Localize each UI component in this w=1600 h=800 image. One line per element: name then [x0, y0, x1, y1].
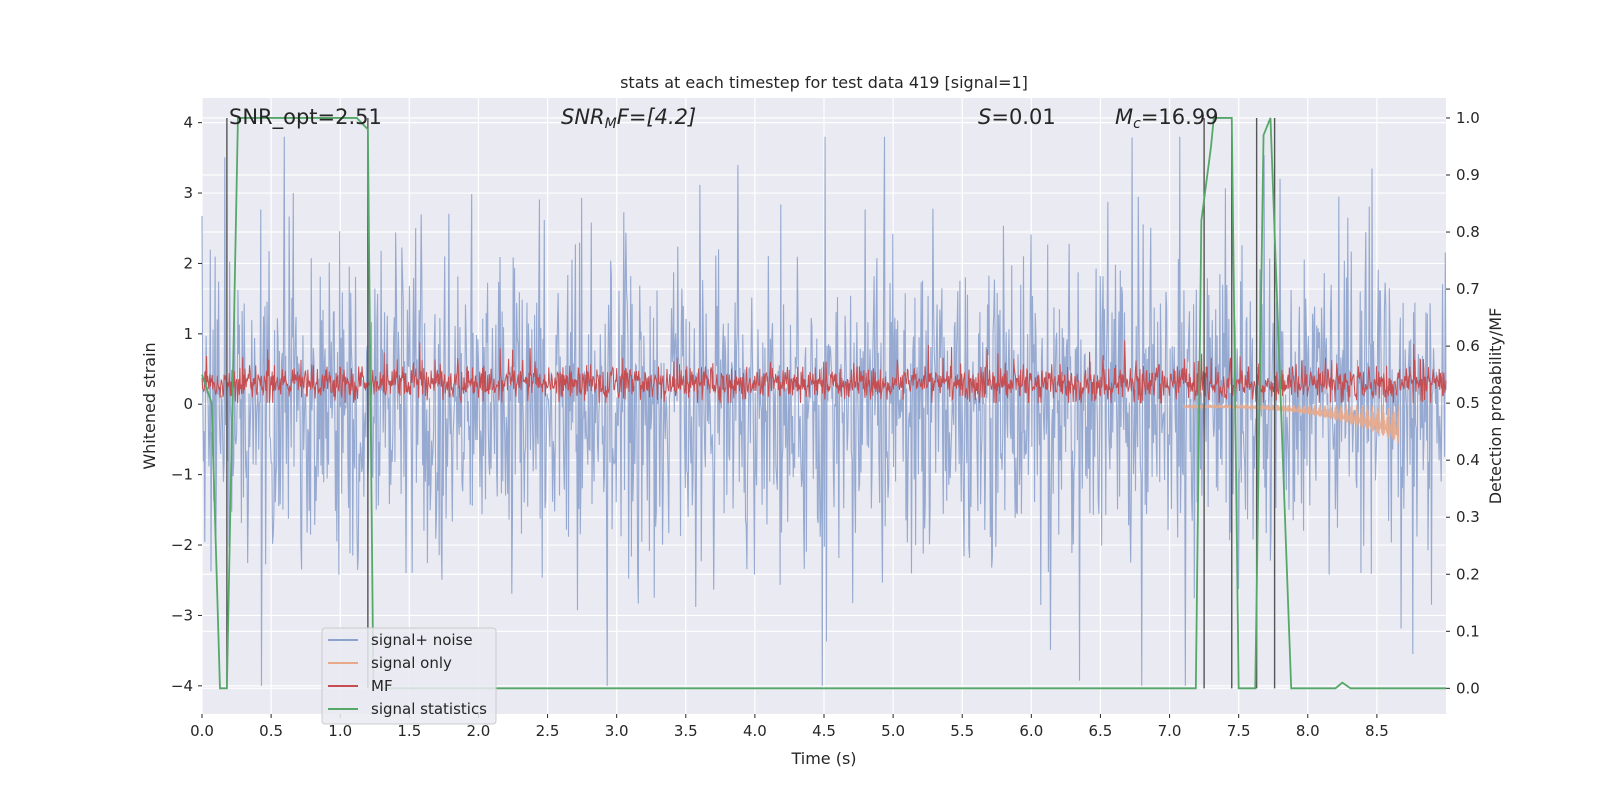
- series-signal-only: [1182, 403, 1400, 443]
- signal-noise-line: [201, 136, 1447, 686]
- y-left-tick-label: −4: [171, 677, 193, 695]
- y-right-tick-label: 0.4: [1456, 451, 1480, 469]
- y-right-tick-label: 0.2: [1456, 565, 1480, 583]
- legend-label-signal-statistics: signal statistics: [371, 700, 487, 718]
- x-tick-label: 8.5: [1365, 722, 1389, 740]
- annotation-s-value: =0.01: [991, 105, 1055, 129]
- x-tick-label: 1.5: [397, 722, 421, 740]
- x-axis-ticks: 0.0 0.5 1.0 1.5 2.0 2.5 3.0 3.5 4.0 4.5 5.0 5.5 6.0 6…: [190, 714, 1389, 740]
- annotation-mc-label: M: [1115, 105, 1133, 129]
- y-axis-right-label: Detection probability/MF: [1486, 308, 1505, 505]
- series-signal-noise: [201, 136, 1447, 686]
- legend: signal+ noise signal only MF signal stat…: [321, 627, 497, 725]
- y-right-tick-label: 0.1: [1456, 622, 1480, 640]
- y-right-tick-label: 0.3: [1456, 508, 1480, 526]
- x-tick-label: 6.5: [1089, 722, 1113, 740]
- y-left-tick-label: 1: [183, 325, 193, 343]
- chart-title: stats at each timestep for test data 419…: [620, 73, 1028, 92]
- x-tick-label: 1.0: [328, 722, 352, 740]
- y-axis-left-ticks: 4 3 2 1 0 −1 −2 −3 −4: [171, 114, 202, 695]
- y-left-tick-label: 3: [183, 184, 193, 202]
- x-tick-label: 3.5: [674, 722, 698, 740]
- series-mf: [201, 340, 1447, 404]
- y-left-tick-label: 4: [183, 114, 193, 132]
- x-tick-label: 7.5: [1227, 722, 1251, 740]
- y-right-tick-label: 0.0: [1456, 679, 1480, 697]
- signal-only-line: [1182, 403, 1400, 443]
- series-signal-statistics: [201, 117, 1446, 690]
- y-left-tick-label: 0: [183, 395, 193, 413]
- x-tick-label: 2.0: [467, 722, 491, 740]
- x-tick-label: 8.0: [1296, 722, 1320, 740]
- y-axis-right-ticks: 1.0 0.9 0.8 0.7 0.6 0.5 0.4 0.3 0.2 0.1 0.0: [1446, 109, 1480, 697]
- x-tick-label: 2.5: [536, 722, 560, 740]
- x-tick-label: 5.0: [881, 722, 905, 740]
- annotation-snr-opt: SNR_opt=2.51: [229, 105, 382, 130]
- y-right-tick-label: 0.7: [1456, 280, 1480, 298]
- mf-line: [201, 340, 1447, 404]
- x-tick-label: 6.0: [1019, 722, 1043, 740]
- y-left-tick-label: −3: [171, 606, 193, 624]
- legend-label-signal-noise: signal+ noise: [371, 631, 473, 649]
- x-tick-label: 0.5: [259, 722, 283, 740]
- x-tick-label: 5.5: [950, 722, 974, 740]
- x-tick-label: 4.0: [743, 722, 767, 740]
- annotation-s: S=0.01: [978, 105, 1056, 129]
- y-right-tick-label: 0.8: [1456, 223, 1480, 241]
- y-right-tick-label: 0.6: [1456, 337, 1480, 355]
- legend-label-signal-only: signal only: [371, 654, 452, 672]
- y-right-tick-label: 0.5: [1456, 394, 1480, 412]
- legend-box: [321, 627, 497, 725]
- x-tick-label: 7.0: [1158, 722, 1182, 740]
- annotation-mc-sub: c: [1133, 116, 1141, 132]
- legend-label-mf: MF: [371, 677, 393, 695]
- annotation-s-label: S: [978, 105, 991, 129]
- signal-statistics-line: [201, 117, 1446, 690]
- annotation-mc: Mc=16.99: [1115, 105, 1219, 132]
- x-tick-label: 3.0: [605, 722, 629, 740]
- annotation-snr-mf-sub: M: [605, 116, 617, 132]
- y-right-tick-label: 0.9: [1456, 166, 1480, 184]
- x-axis-label: Time (s): [790, 749, 856, 768]
- annotation-snr-mf: SNRMF=[4.2]: [561, 105, 696, 132]
- y-left-tick-label: −2: [171, 536, 193, 554]
- x-tick-label: 4.5: [812, 722, 836, 740]
- y-axis-left-label: Whitened strain: [140, 342, 159, 469]
- y-right-tick-label: 1.0: [1456, 109, 1480, 127]
- annotation-snr-mf-label: SNR: [561, 105, 605, 129]
- annotation-snr-mf-suffix: F=[4.2]: [617, 105, 696, 129]
- annotation-mc-value: =16.99: [1141, 105, 1219, 129]
- y-left-tick-label: 2: [183, 254, 193, 272]
- x-tick-label: 0.0: [190, 722, 214, 740]
- y-left-tick-label: −1: [171, 466, 193, 484]
